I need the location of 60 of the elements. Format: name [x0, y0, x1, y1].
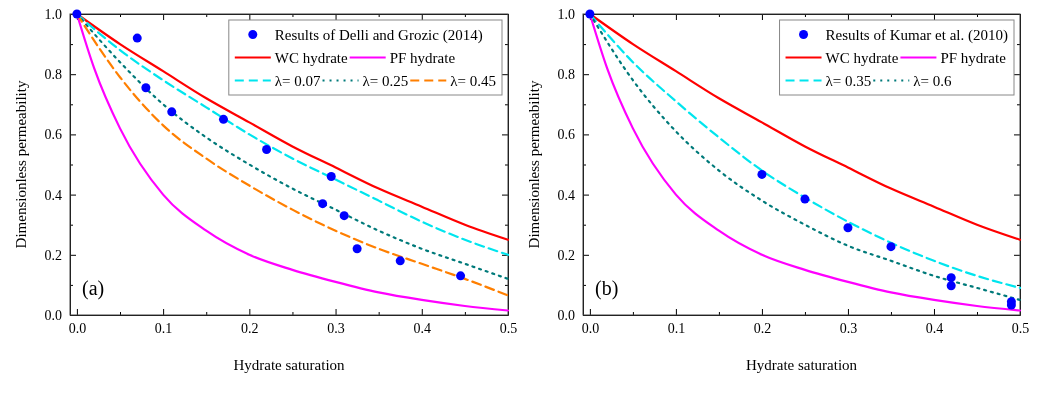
y-tick-label: 0.6 [557, 127, 575, 143]
y-tick-label: 0.6 [44, 127, 62, 143]
legend-label: Results of Delli and Grozic (2014) [274, 26, 483, 44]
point [395, 256, 405, 266]
y-axis-title: Dimensionless permeability [526, 80, 542, 249]
y-tick-label: 0.4 [557, 187, 575, 203]
y-tick-label: 0.0 [44, 307, 62, 323]
x-axis-title: Hydrate saturation [745, 357, 858, 373]
x-tick-label: 0.2 [241, 320, 259, 336]
y-axis-title: Dimensionless permeability [13, 80, 29, 249]
x-tick-label: 0.4 [413, 320, 432, 336]
y-tick-label: 0.4 [44, 187, 62, 203]
point [132, 33, 142, 43]
point [456, 271, 466, 281]
y-tick-label: 0.2 [557, 247, 575, 263]
point [167, 107, 177, 117]
x-axis-title: Hydrate saturation [233, 357, 346, 373]
x-tick-label: 0.3 [327, 320, 345, 336]
x-tick-label: 0.0 [68, 320, 87, 336]
point [886, 242, 896, 252]
point [585, 9, 595, 19]
legend-label: λ= 0.25 [362, 72, 409, 89]
legend-label: λ= 0.6 [913, 72, 952, 89]
legend-label: Results of Kumar et al. (2010) [825, 26, 1008, 44]
y-tick-label: 1.0 [44, 6, 62, 22]
y-tick-label: 0.8 [44, 67, 62, 83]
point [946, 281, 956, 291]
point [262, 144, 272, 154]
x-tick-label: 0.5 [1011, 320, 1030, 336]
y-tick-label: 0.0 [557, 307, 575, 323]
x-tick-label: 0.0 [581, 320, 600, 336]
point [843, 223, 853, 233]
legend-label: PF hydrate [940, 49, 1007, 66]
point [326, 172, 336, 182]
legend-label: λ= 0.45 [450, 72, 496, 89]
y-tick-label: 1.0 [557, 6, 575, 22]
y-tick-label: 0.2 [44, 247, 62, 263]
annotation: (a) [82, 277, 105, 300]
point [757, 169, 767, 179]
x-tick-label: 0.3 [839, 320, 858, 336]
point [72, 9, 82, 19]
x-tick-label: 0.1 [154, 320, 173, 336]
x-tick-label: 0.4 [925, 320, 944, 336]
legend-label: WC hydrate [274, 49, 349, 66]
x-tick-label: 0.5 [499, 320, 518, 336]
x-tick-label: 0.2 [753, 320, 772, 336]
point [218, 114, 228, 124]
legend-label: λ= 0.07 [274, 72, 322, 89]
legend-label: PF hydrate [389, 49, 456, 66]
x-tick-label: 0.1 [667, 320, 686, 336]
point [800, 194, 810, 204]
annotation: (b) [595, 277, 619, 300]
point [352, 244, 362, 254]
point [318, 199, 328, 209]
legend-label: λ= 0.35 [825, 72, 872, 89]
point [339, 211, 349, 221]
point [946, 273, 956, 283]
legend-label: WC hydrate [825, 49, 899, 66]
point [141, 83, 151, 93]
y-tick-label: 0.8 [557, 67, 575, 83]
